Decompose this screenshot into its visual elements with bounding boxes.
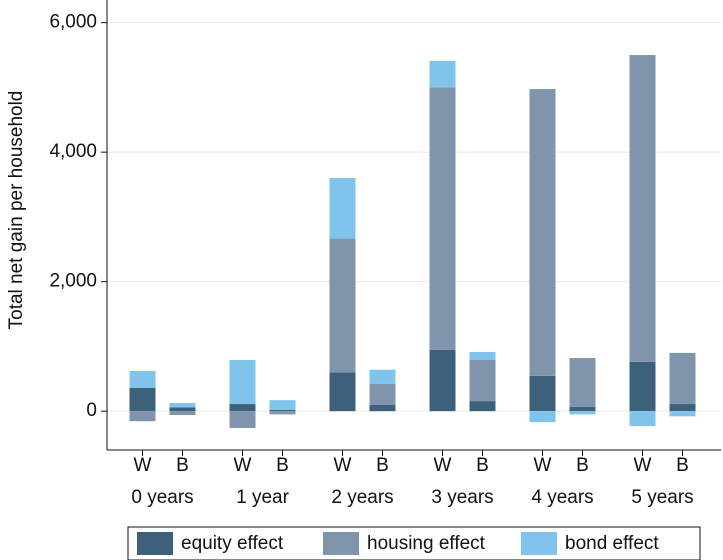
x-tick-label: B bbox=[176, 455, 189, 476]
bar-segment bbox=[229, 404, 256, 412]
bar-segment bbox=[169, 411, 196, 416]
bar-segment bbox=[329, 372, 356, 412]
x-tick-label: W bbox=[134, 455, 152, 476]
group-label: 5 years bbox=[631, 487, 693, 508]
bar-segment bbox=[129, 387, 156, 412]
x-tick-label: W bbox=[434, 455, 452, 476]
x-tick-label: B bbox=[576, 455, 589, 476]
x-tick-label: B bbox=[676, 455, 689, 476]
bar-segment bbox=[569, 411, 596, 415]
bar-segment bbox=[269, 411, 296, 415]
bar-segment bbox=[529, 375, 556, 412]
legend-swatch bbox=[521, 532, 557, 555]
bar-segment bbox=[429, 87, 456, 350]
bar-segment bbox=[529, 411, 556, 423]
bar-segment bbox=[429, 349, 456, 412]
bar-segment bbox=[669, 352, 696, 405]
group-label: 4 years bbox=[531, 487, 593, 508]
x-tick-label: W bbox=[334, 455, 352, 476]
bar-segment bbox=[229, 360, 256, 405]
y-tick-label: 2,000 bbox=[49, 271, 97, 292]
bar-segment bbox=[629, 361, 656, 412]
bar-segment bbox=[229, 411, 256, 428]
bar-segment bbox=[369, 383, 396, 405]
x-tick-label: W bbox=[234, 455, 252, 476]
bar-segment bbox=[329, 238, 356, 373]
legend-label: bond effect bbox=[565, 533, 659, 554]
bar-segment bbox=[629, 411, 656, 427]
y-tick-label: 0 bbox=[86, 400, 97, 421]
bar-segment bbox=[629, 55, 656, 362]
bar-segment bbox=[369, 405, 396, 412]
group-label: 1 year bbox=[236, 487, 289, 508]
bar-segment bbox=[269, 409, 296, 412]
bar-segment bbox=[269, 400, 296, 410]
bar-segment bbox=[669, 411, 696, 417]
legend-swatch bbox=[137, 532, 173, 555]
bar-segment bbox=[569, 406, 596, 412]
bar-segment bbox=[429, 60, 456, 88]
x-tick-label: W bbox=[534, 455, 552, 476]
y-axis-label: Total net gain per household bbox=[6, 91, 27, 330]
x-tick-label: B bbox=[376, 455, 389, 476]
group-label: 3 years bbox=[431, 487, 493, 508]
bar-segment bbox=[669, 404, 696, 412]
legend-swatch bbox=[323, 532, 359, 555]
x-tick-label: B bbox=[276, 455, 289, 476]
legend-label: housing effect bbox=[367, 533, 486, 554]
bar-segment bbox=[329, 178, 356, 239]
bar-segment bbox=[169, 403, 196, 408]
x-tick-label: B bbox=[476, 455, 489, 476]
legend-label: equity effect bbox=[181, 533, 284, 554]
legend-box bbox=[127, 526, 701, 560]
y-tick-label: 4,000 bbox=[49, 141, 97, 162]
bar-segment bbox=[569, 358, 596, 407]
x-tick-label: W bbox=[634, 455, 652, 476]
bar-segment bbox=[169, 407, 196, 412]
bar-segment bbox=[369, 369, 396, 384]
bar-segment bbox=[129, 371, 156, 388]
group-label: 0 years bbox=[131, 487, 193, 508]
bar-segment bbox=[529, 89, 556, 376]
bar-segment bbox=[469, 401, 496, 412]
y-tick-label: 6,000 bbox=[49, 12, 97, 33]
bar-segment bbox=[469, 351, 496, 360]
group-label: 2 years bbox=[331, 487, 393, 508]
bar-segment bbox=[469, 360, 496, 402]
bar-segment bbox=[129, 411, 156, 422]
